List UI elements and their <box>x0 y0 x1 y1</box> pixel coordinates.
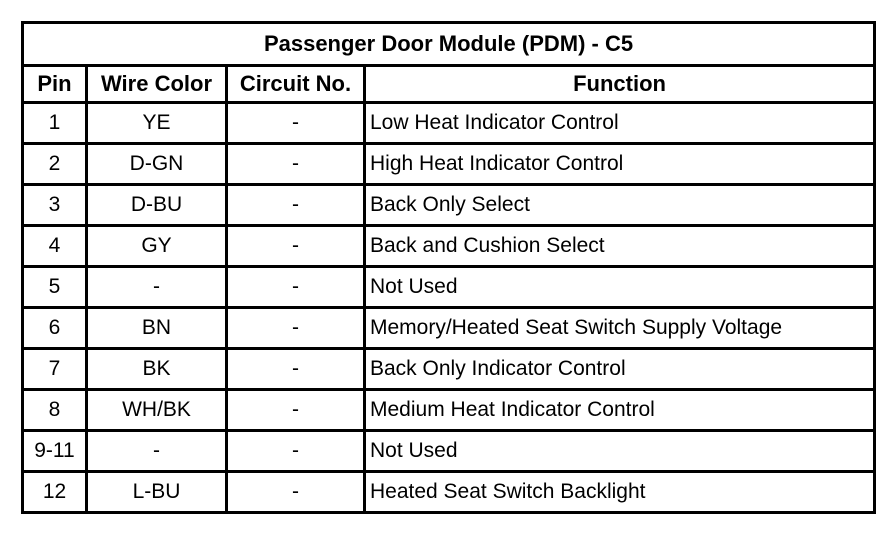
pin-cell: 6 <box>21 306 88 350</box>
column-header-pin: Pin <box>21 64 88 104</box>
pinout-table: Passenger Door Module (PDM) - C5 Pin Wir… <box>20 21 877 514</box>
wire-color-cell: WH/BK <box>85 388 228 432</box>
circuit-no-cell: - <box>225 224 366 268</box>
pin-cell: 7 <box>21 347 88 391</box>
function-cell: Back and Cushion Select <box>362 224 877 268</box>
circuit-no-cell: - <box>225 101 366 145</box>
wire-color-cell: GY <box>85 224 228 268</box>
circuit-no-cell: - <box>225 388 366 432</box>
function-cell: Not Used <box>362 265 877 309</box>
circuit-no-cell: - <box>225 470 366 514</box>
table-title: Passenger Door Module (PDM) - C5 <box>20 21 877 67</box>
table-row: 3 D-BU - Back Only Select <box>21 183 877 227</box>
pin-cell: 9-11 <box>21 429 88 473</box>
table-row: 12 L-BU - Heated Seat Switch Backlight <box>21 470 877 514</box>
function-cell: Not Used <box>362 429 877 473</box>
column-header-circuit-no: Circuit No. <box>225 64 366 104</box>
circuit-no-cell: - <box>225 265 366 309</box>
table-title-row: Passenger Door Module (PDM) - C5 <box>20 21 877 67</box>
circuit-no-cell: - <box>225 429 366 473</box>
column-header-wire-color: Wire Color <box>85 64 228 104</box>
table-row: 5 - - Not Used <box>21 265 877 309</box>
pin-cell: 4 <box>21 224 88 268</box>
function-cell: Heated Seat Switch Backlight <box>362 470 877 514</box>
wire-color-cell: - <box>85 265 228 309</box>
table-row: 7 BK - Back Only Indicator Control <box>21 347 877 391</box>
table-row: 4 GY - Back and Cushion Select <box>21 224 877 268</box>
wire-color-cell: D-BU <box>85 183 228 227</box>
pin-cell: 1 <box>21 101 88 145</box>
function-cell: Back Only Select <box>362 183 877 227</box>
pin-cell: 2 <box>21 142 88 186</box>
table-header-row: Pin Wire Color Circuit No. Function <box>21 64 877 104</box>
function-cell: Medium Heat Indicator Control <box>362 388 877 432</box>
table-row: 6 BN - Memory/Heated Seat Switch Supply … <box>21 306 877 350</box>
circuit-no-cell: - <box>225 306 366 350</box>
wire-color-cell: L-BU <box>85 470 228 514</box>
table-row: 8 WH/BK - Medium Heat Indicator Control <box>21 388 877 432</box>
pinout-table-container: Passenger Door Module (PDM) - C5 Pin Wir… <box>20 21 877 514</box>
function-cell: Low Heat Indicator Control <box>362 101 877 145</box>
table-row: 9-11 - - Not Used <box>21 429 877 473</box>
circuit-no-cell: - <box>225 347 366 391</box>
function-cell: High Heat Indicator Control <box>362 142 877 186</box>
pin-cell: 5 <box>21 265 88 309</box>
pin-cell: 8 <box>21 388 88 432</box>
wire-color-cell: BN <box>85 306 228 350</box>
wire-color-cell: - <box>85 429 228 473</box>
function-cell: Back Only Indicator Control <box>362 347 877 391</box>
column-header-function: Function <box>362 64 877 104</box>
wire-color-cell: D-GN <box>85 142 228 186</box>
pin-cell: 12 <box>21 470 88 514</box>
circuit-no-cell: - <box>225 142 366 186</box>
table-row: 2 D-GN - High Heat Indicator Control <box>21 142 877 186</box>
table-row: 1 YE - Low Heat Indicator Control <box>21 101 877 145</box>
circuit-no-cell: - <box>225 183 366 227</box>
wire-color-cell: YE <box>85 101 228 145</box>
pin-cell: 3 <box>21 183 88 227</box>
wire-color-cell: BK <box>85 347 228 391</box>
function-cell: Memory/Heated Seat Switch Supply Voltage <box>362 306 877 350</box>
